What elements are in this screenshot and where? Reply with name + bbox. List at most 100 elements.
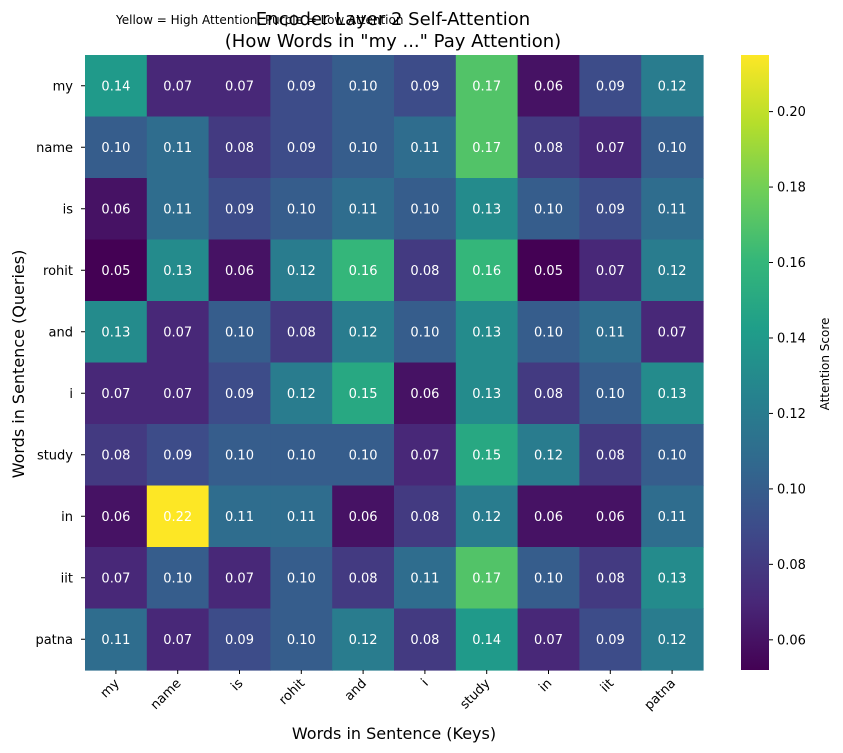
heatmap-cell-label: 0.06 [410, 387, 439, 402]
y-tick-label-i: i [69, 387, 73, 402]
heatmap-cell-iit-study [455, 547, 519, 610]
y-axis-label: Words in Sentence (Queries) [9, 250, 28, 479]
heatmap-cell-iit-in [517, 547, 580, 610]
heatmap-cell-label: 0.15 [472, 448, 501, 463]
heatmap-cell-patna-iit [579, 608, 642, 671]
heatmap-cell-name-in [517, 116, 580, 179]
heatmap-cell-patna-study [455, 608, 519, 671]
heatmap-cell-label: 0.08 [101, 448, 130, 463]
colorbar-tick-label: 0.18 [777, 181, 806, 196]
heatmap-cell-label: 0.09 [163, 448, 192, 463]
heatmap-cell-label: 0.07 [658, 325, 687, 340]
heatmap-cell-study-patna [641, 424, 704, 487]
heatmap-cell-label: 0.06 [534, 79, 563, 94]
heatmap-cell-label: 0.10 [101, 141, 130, 156]
heatmap-cell-label: 0.13 [472, 325, 501, 340]
heatmap-cell-study-in [517, 424, 580, 487]
heatmap-cell-label: 0.22 [163, 510, 192, 525]
heatmap-cell-label: 0.09 [225, 387, 254, 402]
x-tick-label-patna: patna [642, 676, 679, 713]
heatmap-cell-name-is [208, 116, 271, 179]
heatmap-cell-rohit-iit [579, 239, 642, 302]
heatmap-cell-i-iit [579, 362, 642, 425]
x-tick-label-study: study [457, 676, 493, 712]
heatmap-cell-and-i [394, 301, 457, 364]
heatmap-cell-label: 0.14 [101, 79, 130, 94]
x-tick-label-i: i [419, 676, 432, 689]
heatmap-cell-and-my [85, 301, 148, 364]
heatmap-cell-label: 0.10 [287, 633, 316, 648]
heatmap-cell-label: 0.11 [163, 202, 192, 217]
heatmap-cell-label: 0.08 [596, 571, 625, 586]
heatmap-cell-label: 0.10 [534, 571, 563, 586]
heatmap-cell-is-my [85, 178, 148, 241]
heatmap-cell-study-and [332, 424, 395, 487]
heatmap-cell-label: 0.09 [596, 633, 625, 648]
heatmap-cell-rohit-and [332, 239, 395, 302]
heatmap-cell-and-name [146, 301, 210, 364]
heatmap-cell-label: 0.16 [349, 264, 378, 279]
heatmap-cell-i-i [394, 362, 457, 425]
heatmap-cell-in-and [332, 485, 395, 548]
heatmap-cell-label: 0.11 [658, 510, 687, 525]
heatmap-cell-label: 0.11 [163, 141, 192, 156]
colorbar: 0.06 0.08 0.10 0.12 0.14 0.16 0.18 0.20 [741, 55, 806, 670]
heatmap-cell-label: 0.12 [534, 448, 563, 463]
x-tick-label-iit: iit [598, 676, 617, 695]
heatmap-cell-label: 0.11 [101, 633, 130, 648]
colorbar-tick-label: 0.16 [777, 256, 806, 271]
heatmap-cell-i-in [517, 362, 580, 425]
heatmap-cell-label: 0.07 [163, 387, 192, 402]
heatmap-cell-in-name [146, 485, 210, 548]
heatmap-cell-label: 0.09 [410, 79, 439, 94]
heatmap-cell-rohit-is [208, 239, 271, 302]
heatmap-cell-label: 0.13 [101, 325, 130, 340]
heatmap-cell-and-and [332, 301, 395, 364]
heatmap-cell-and-study [455, 301, 519, 364]
heatmap-cell-is-in [517, 178, 580, 241]
heatmap-cell-label: 0.09 [596, 79, 625, 94]
heatmap-cell-label: 0.08 [287, 325, 316, 340]
heatmap-cell-name-my [85, 116, 148, 179]
heatmap-cell-label: 0.17 [472, 141, 501, 156]
heatmap-cell-label: 0.06 [225, 264, 254, 279]
heatmap-cell-label: 0.10 [287, 571, 316, 586]
heatmap-cell-label: 0.07 [163, 79, 192, 94]
heatmap-cell-name-and [332, 116, 395, 179]
y-tick-label-patna: patna [35, 633, 73, 648]
heatmap-cell-label: 0.11 [287, 510, 316, 525]
heatmap-cell-iit-name [146, 547, 210, 610]
colorbar-tick-label: 0.12 [777, 407, 806, 422]
heatmap-cell-my-in [517, 55, 580, 118]
heatmap-cell-in-is [208, 485, 271, 548]
heatmap-cell-label: 0.12 [658, 79, 687, 94]
heatmap-cell-and-is [208, 301, 271, 364]
heatmap-cell-label: 0.10 [658, 448, 687, 463]
chart-title-line-2: (How Words in "my ..." Pay Attention) [225, 31, 561, 52]
heatmap-cell-label: 0.10 [163, 571, 192, 586]
heatmap-cell-label: 0.05 [101, 264, 130, 279]
heatmap-cell-label: 0.07 [163, 633, 192, 648]
heatmap-cell-label: 0.07 [101, 387, 130, 402]
heatmap-cell-my-iit [579, 55, 642, 118]
heatmap-cell-label: 0.13 [472, 387, 501, 402]
heatmap-cell-label: 0.08 [596, 448, 625, 463]
heatmap-cell-rohit-study [455, 239, 519, 302]
x-tick-label-my: my [98, 676, 123, 701]
heatmap-cell-my-rohit [270, 55, 333, 118]
heatmap-cell-in-study [455, 485, 519, 548]
heatmap-cell-label: 0.10 [410, 202, 439, 217]
heatmap-cell-study-iit [579, 424, 642, 487]
heatmap-cell-label: 0.07 [596, 141, 625, 156]
y-axis-ticks: my name is rohit and i study in iit patna [35, 79, 85, 648]
heatmap-cell-i-and [332, 362, 395, 425]
heatmap-cell-label: 0.12 [349, 325, 378, 340]
heatmap-cell-label: 0.13 [658, 387, 687, 402]
heatmap-cell-is-study [455, 178, 519, 241]
heatmap-cell-label: 0.08 [534, 141, 563, 156]
heatmap-cell-label: 0.08 [410, 510, 439, 525]
heatmap-cell-is-i [394, 178, 457, 241]
heatmap-cell-label: 0.08 [225, 141, 254, 156]
heatmap-cell-label: 0.13 [472, 202, 501, 217]
